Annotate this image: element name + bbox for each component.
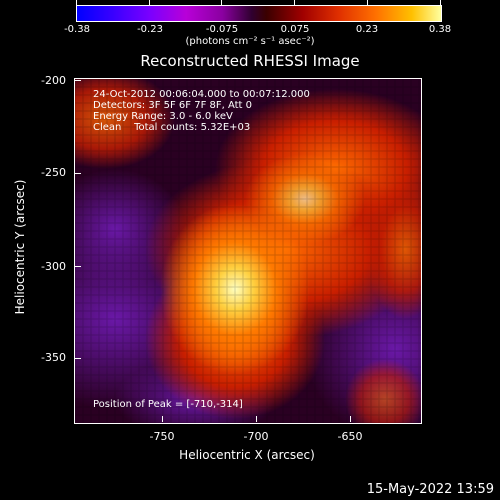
colorbar-tick-label: -0.075: [205, 24, 239, 35]
timestamp: 15-May-2022 13:59: [366, 482, 494, 497]
colorbar-ticks: -0.38 -0.23 -0.075 0.075 0.23 0.38: [0, 0, 500, 40]
x-axis: -750 -700 -650: [0, 400, 500, 450]
y-tick-label: -300: [41, 260, 66, 273]
y-axis-label: Heliocentric Y (arcsec): [13, 179, 27, 315]
colorbar-tick-label: 0.23: [355, 24, 379, 35]
y-axis: -200 -250 -300 -350: [0, 0, 81, 500]
rhessi-image: 24-Oct-2012 00:06:04.000 to 00:07:12.000…: [74, 78, 422, 424]
colorbar-tick-label: 0.075: [280, 24, 310, 35]
x-tick-label: -700: [243, 430, 269, 443]
annotation-energy: Energy Range: 3.0 - 6.0 keV: [93, 111, 233, 122]
x-axis-label: Heliocentric X (arcsec): [179, 448, 315, 462]
colorbar-tick-label: -0.38: [64, 24, 90, 35]
x-tick-label: -650: [337, 430, 363, 443]
colorbar: [76, 5, 442, 22]
y-tick-label: -350: [41, 351, 66, 364]
annotation-time: 24-Oct-2012 00:06:04.000 to 00:07:12.000: [93, 89, 310, 100]
colorbar-tick-label: -0.23: [137, 24, 163, 35]
image-title: Reconstructed RHESSI Image: [140, 52, 360, 70]
annotation-detectors: Detectors: 3F 5F 6F 7F 8F, Att 0: [93, 100, 253, 111]
colorbar-units: (photons cm⁻² s⁻¹ asec⁻²): [185, 36, 315, 47]
x-tick-label: -750: [149, 430, 175, 443]
y-tick-label: -250: [41, 166, 66, 179]
y-tick-label: -200: [41, 74, 66, 87]
annotation-counts: Clean Total counts: 5.32E+03: [93, 122, 251, 133]
colorbar-tick-label: 0.38: [428, 24, 452, 35]
annotation-peak: Position of Peak = [-710,-314]: [93, 399, 243, 410]
